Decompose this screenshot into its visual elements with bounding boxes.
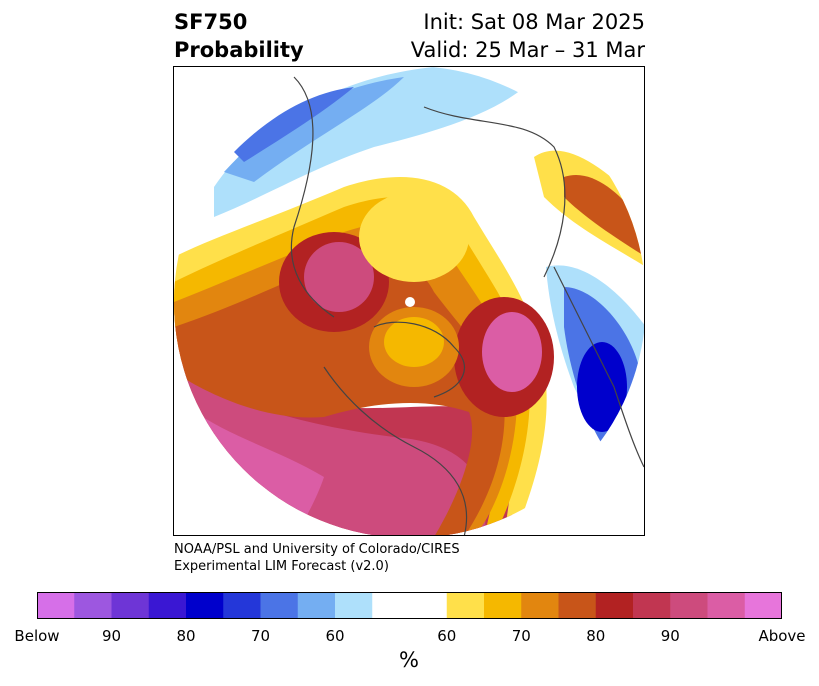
colorbar-swatch	[148, 592, 187, 619]
colorbar-tick-label: 80	[176, 627, 196, 645]
credit-text: NOAA/PSL and University of Colorado/CIRE…	[174, 541, 460, 575]
colorbar-tick-label: 90	[660, 627, 680, 645]
colorbar-tick-label: 60	[325, 627, 345, 645]
title-variable: SF750	[174, 10, 248, 34]
colorbar-swatch	[633, 592, 671, 619]
map-panel	[173, 66, 645, 536]
colorbar-border	[37, 592, 782, 619]
colorbar-swatch	[37, 592, 75, 619]
colorbar-tick-label: Above	[758, 627, 806, 645]
colorbar-tick-label: Below	[14, 627, 60, 645]
colorbar	[37, 592, 782, 619]
colorbar-swatch	[446, 592, 485, 619]
colorbar-swatch	[372, 592, 448, 619]
valid-range: Valid: 25 Mar – 31 Mar	[410, 38, 645, 62]
colorbar-swatch	[335, 592, 373, 619]
title-probability: Probability	[174, 38, 304, 62]
init-date: Init: Sat 08 Mar 2025	[423, 10, 645, 34]
title-left: SF750 Probability	[174, 8, 304, 64]
colorbar-swatch	[484, 592, 522, 619]
colorbar-swatch	[595, 592, 634, 619]
colorbar-swatch	[186, 592, 224, 619]
coastlines	[290, 76, 644, 535]
colorbar-tick-label: 70	[250, 627, 271, 645]
title-right: Init: Sat 08 Mar 2025 Valid: 25 Mar – 31…	[411, 8, 645, 64]
colorbar-tick-label: 60	[437, 627, 457, 645]
colorbar-swatch	[74, 592, 112, 619]
colorbar-swatch	[707, 592, 746, 619]
credit-line-2: Experimental LIM Forecast (v2.0)	[174, 559, 389, 574]
probability-map	[174, 67, 644, 535]
shaded-fields	[174, 67, 644, 535]
colorbar-tick-label: 70	[511, 627, 531, 645]
colorbar-swatch	[260, 592, 299, 619]
colorbar-swatch	[558, 592, 597, 619]
colorbar-tick-label: 80	[586, 627, 606, 645]
colorbar-swatch	[223, 592, 261, 619]
colorbar-swatch	[521, 592, 559, 619]
colorbar-swatch	[744, 592, 782, 619]
colorbar-tick-label: 90	[101, 627, 122, 645]
colorbar-swatch	[111, 592, 150, 619]
credit-line-1: NOAA/PSL and University of Colorado/CIRE…	[174, 542, 460, 557]
colorbar-swatch	[670, 592, 708, 619]
colorbar-swatch	[297, 592, 336, 619]
colorbar-unit: %	[399, 648, 419, 672]
